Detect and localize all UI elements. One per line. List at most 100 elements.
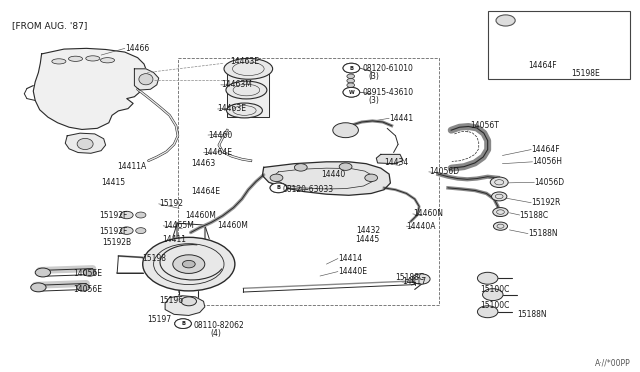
Text: (3): (3) (369, 72, 380, 81)
Polygon shape (33, 48, 147, 129)
Text: (4): (4) (210, 329, 221, 338)
Circle shape (343, 87, 360, 97)
Circle shape (143, 237, 235, 291)
Ellipse shape (77, 138, 93, 150)
Text: 14463M: 14463M (221, 80, 252, 89)
Circle shape (483, 289, 503, 301)
Circle shape (412, 274, 430, 284)
Text: B: B (276, 185, 280, 190)
Circle shape (120, 227, 133, 234)
Circle shape (343, 63, 360, 73)
Text: 14464F: 14464F (529, 61, 557, 70)
Text: 14460M: 14460M (186, 211, 216, 220)
Text: 15100C: 15100C (480, 301, 509, 310)
Text: 15188C: 15188C (396, 273, 425, 282)
Text: 14432: 14432 (356, 226, 381, 235)
Circle shape (175, 319, 191, 328)
Text: 14411: 14411 (162, 235, 186, 244)
Text: W: W (349, 90, 354, 95)
Circle shape (270, 183, 287, 193)
Text: 14056E: 14056E (74, 269, 102, 278)
Circle shape (477, 272, 498, 284)
Bar (488, 11, 630, 79)
Ellipse shape (139, 74, 153, 85)
Text: 14460M: 14460M (218, 221, 248, 230)
Circle shape (343, 87, 360, 97)
Circle shape (343, 63, 360, 73)
Text: 15197: 15197 (147, 315, 172, 324)
Text: 14445: 14445 (355, 235, 380, 244)
Circle shape (120, 211, 133, 219)
Ellipse shape (226, 81, 267, 99)
Text: 14466: 14466 (125, 44, 149, 53)
Text: 15198E: 15198E (572, 69, 600, 78)
Text: B: B (276, 185, 280, 190)
Text: 14464E: 14464E (191, 187, 220, 196)
Polygon shape (165, 296, 205, 315)
Circle shape (477, 306, 498, 318)
Text: 14440A: 14440A (406, 222, 436, 231)
Text: B: B (181, 321, 185, 326)
Text: 14440: 14440 (321, 170, 346, 179)
Text: 14464E: 14464E (204, 148, 232, 157)
Polygon shape (262, 162, 390, 195)
Text: 15188N: 15188N (517, 310, 547, 319)
Text: 08120-63033: 08120-63033 (283, 185, 334, 194)
Text: 14415: 14415 (101, 178, 125, 187)
Circle shape (31, 283, 46, 292)
Text: 14463E: 14463E (218, 105, 246, 113)
Ellipse shape (100, 58, 115, 63)
Text: 15188C: 15188C (520, 211, 549, 219)
Text: 14411A: 14411A (117, 162, 147, 171)
Circle shape (347, 87, 355, 92)
Circle shape (270, 183, 287, 193)
Text: 14464F: 14464F (531, 145, 560, 154)
Circle shape (347, 78, 355, 83)
Circle shape (77, 283, 90, 291)
Circle shape (35, 268, 51, 277)
Circle shape (490, 177, 508, 187)
Text: B: B (349, 65, 353, 71)
Text: 08110-82062: 08110-82062 (194, 321, 244, 330)
Text: (3): (3) (369, 96, 380, 105)
Text: 14414: 14414 (338, 254, 362, 263)
Text: 14434: 14434 (384, 158, 408, 167)
Text: 14460N: 14460N (413, 209, 443, 218)
Circle shape (83, 269, 96, 276)
Circle shape (496, 15, 515, 26)
Text: 14056H: 14056H (532, 157, 563, 166)
Circle shape (182, 260, 195, 268)
Text: 14417: 14417 (402, 278, 426, 286)
Text: 08120-61010: 08120-61010 (362, 64, 413, 73)
Text: 14463: 14463 (191, 159, 215, 168)
Text: 15198: 15198 (142, 254, 166, 263)
Text: A·//*00PP: A·//*00PP (595, 359, 630, 368)
Text: 15188N: 15188N (528, 229, 557, 238)
Text: B: B (181, 321, 185, 326)
Text: 15192B: 15192B (102, 238, 132, 247)
Circle shape (181, 297, 196, 306)
Text: 14056D: 14056D (429, 167, 459, 176)
Ellipse shape (52, 59, 66, 64)
Text: 15192F: 15192F (99, 227, 127, 236)
Circle shape (492, 192, 507, 201)
Circle shape (136, 228, 146, 234)
Polygon shape (227, 65, 269, 117)
Text: 14465M: 14465M (163, 221, 194, 230)
Circle shape (493, 208, 508, 217)
Ellipse shape (224, 58, 273, 79)
Text: 15192: 15192 (159, 199, 183, 208)
Text: 14460: 14460 (208, 131, 232, 140)
Text: W: W (349, 90, 354, 95)
Text: 14440E: 14440E (338, 267, 367, 276)
Circle shape (347, 83, 355, 87)
Text: 14056D: 14056D (534, 178, 564, 187)
Circle shape (173, 255, 205, 273)
Circle shape (347, 74, 355, 78)
Circle shape (294, 164, 307, 171)
Text: 14441: 14441 (389, 114, 413, 123)
Text: 15100C: 15100C (480, 285, 509, 294)
Circle shape (339, 163, 352, 170)
Text: 14463E: 14463E (230, 57, 259, 66)
Circle shape (136, 212, 146, 218)
